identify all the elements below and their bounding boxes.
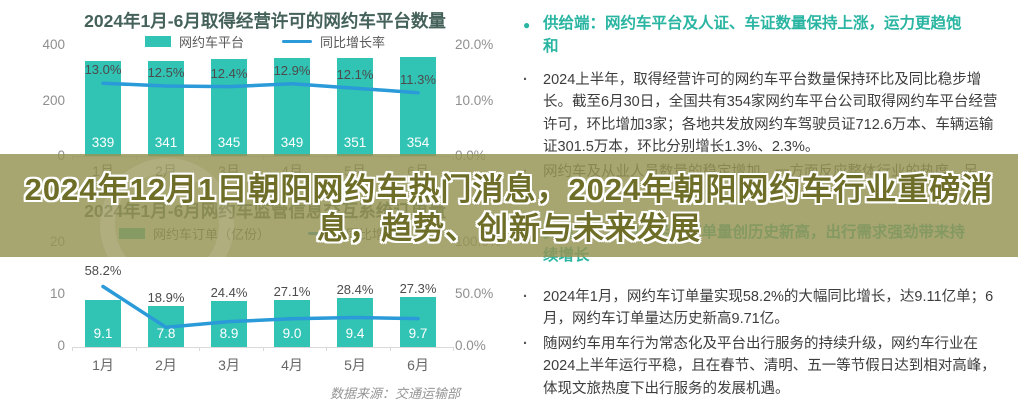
x-axis-tick: [262, 347, 264, 351]
growth-rate-label: 12.4%: [210, 65, 248, 81]
demand-paragraph-2: · 随网约车用车行为常态化及平台出行服务的持续升级，网约车行业在2024上半年运…: [523, 333, 1005, 400]
bar-value-label: 9.7: [408, 326, 428, 341]
growth-rate-label: 12.5%: [147, 65, 185, 80]
bar-5月: [337, 57, 373, 156]
bullet-dot-icon: ·: [523, 289, 528, 305]
x-axis-label: 4月: [281, 357, 303, 373]
growth-rate-label: 28.4%: [336, 282, 374, 298]
line-legend-swatch: [282, 40, 312, 43]
x-axis-label: 5月: [344, 357, 366, 373]
y2-axis-tick: 10.0%: [455, 93, 494, 108]
line-legend-label: 同比增长率: [320, 35, 386, 50]
bar-value-label: 9.0: [282, 326, 302, 341]
y2-axis-tick: 0.0%: [455, 338, 486, 353]
growth-rate-label: 27.1%: [273, 284, 311, 300]
x-axis-label: 2月: [155, 357, 177, 373]
y-axis-tick: 0: [57, 338, 65, 353]
bar-legend-label: 网约车平台: [178, 35, 244, 50]
growth-rate-label: 58.2%: [84, 263, 122, 279]
y-axis-tick: 400: [42, 37, 65, 52]
x-axis-label: 1月: [92, 357, 114, 373]
x-axis-label: 3月: [218, 357, 240, 373]
bar-value-label: 339: [91, 135, 115, 150]
chart-platforms-title: 2024年1月-6月取得经营许可的网约车平台数量: [84, 11, 446, 31]
bar-value-label: 351: [343, 135, 367, 150]
bar-value-label: 341: [154, 135, 178, 150]
y-axis-tick: 200: [42, 93, 65, 108]
bar-6月: [400, 56, 436, 156]
x-axis-tick: [72, 347, 73, 351]
chart-platforms-legend: 网约车平台 同比增长率: [20, 32, 510, 51]
growth-rate-label: 12.9%: [273, 62, 311, 78]
bar-value-label: 9.1: [93, 326, 113, 341]
supply-side-heading: ● 供给端：网约车平台及人证、车证数量保持上涨，运力更趋饱和: [523, 12, 1005, 58]
banner-title-line-1: 2024年12月1日朝阳网约车热门消息，2024年朝阳网约车行业重磅消: [24, 172, 994, 207]
x-axis-tick: [326, 347, 327, 351]
banner-title-line-2: 息，趋势、创新与未来发展: [317, 211, 701, 246]
x-axis-tick: [453, 347, 454, 351]
supply-paragraph-1: · 2024上半年，取得经营许可的网约车平台数量保持环比及同比稳步增长。截至6月…: [523, 69, 1005, 159]
y2-axis-tick: 50.0%: [455, 286, 494, 301]
data-source-note: 数据来源：交通运输部: [329, 386, 460, 400]
bullet-dot-icon: ·: [523, 336, 528, 352]
bar-2月: [148, 60, 184, 156]
x-axis-label: 6月: [407, 357, 429, 373]
bar-value-label: 7.8: [156, 326, 176, 341]
bar-1月: [85, 61, 121, 156]
bullet-dot-icon: ●: [523, 18, 531, 32]
bar-value-label: 345: [217, 135, 241, 150]
x-axis-tick: [389, 347, 391, 351]
growth-rate-label: 13.0%: [84, 62, 122, 78]
growth-rate-label: 12.1%: [336, 67, 374, 83]
y2-axis-tick: 20.0%: [455, 37, 494, 52]
bullet-dot-icon: ·: [523, 72, 528, 88]
bar-value-label: 9.4: [345, 326, 365, 341]
bar-legend-swatch: [144, 36, 171, 47]
bar-4月: [274, 58, 310, 156]
y-axis-tick: 10: [49, 286, 65, 301]
growth-rate-label: 24.4%: [210, 284, 248, 300]
bar-3月: [211, 59, 247, 156]
bar-value-label: 8.9: [219, 326, 239, 341]
bar-value-label: 354: [406, 135, 430, 150]
x-axis-tick: [135, 347, 137, 351]
demand-paragraph-1: · 2024年1月，网约车订单量实现58.2%的大幅同比增长，达9.11亿单；6…: [523, 286, 1005, 331]
growth-rate-label: 18.9%: [147, 290, 185, 306]
growth-rate-label: 11.3%: [400, 71, 436, 87]
bar-value-label: 349: [280, 135, 304, 150]
x-axis-tick: [199, 347, 200, 351]
growth-rate-label: 27.3%: [399, 280, 437, 296]
